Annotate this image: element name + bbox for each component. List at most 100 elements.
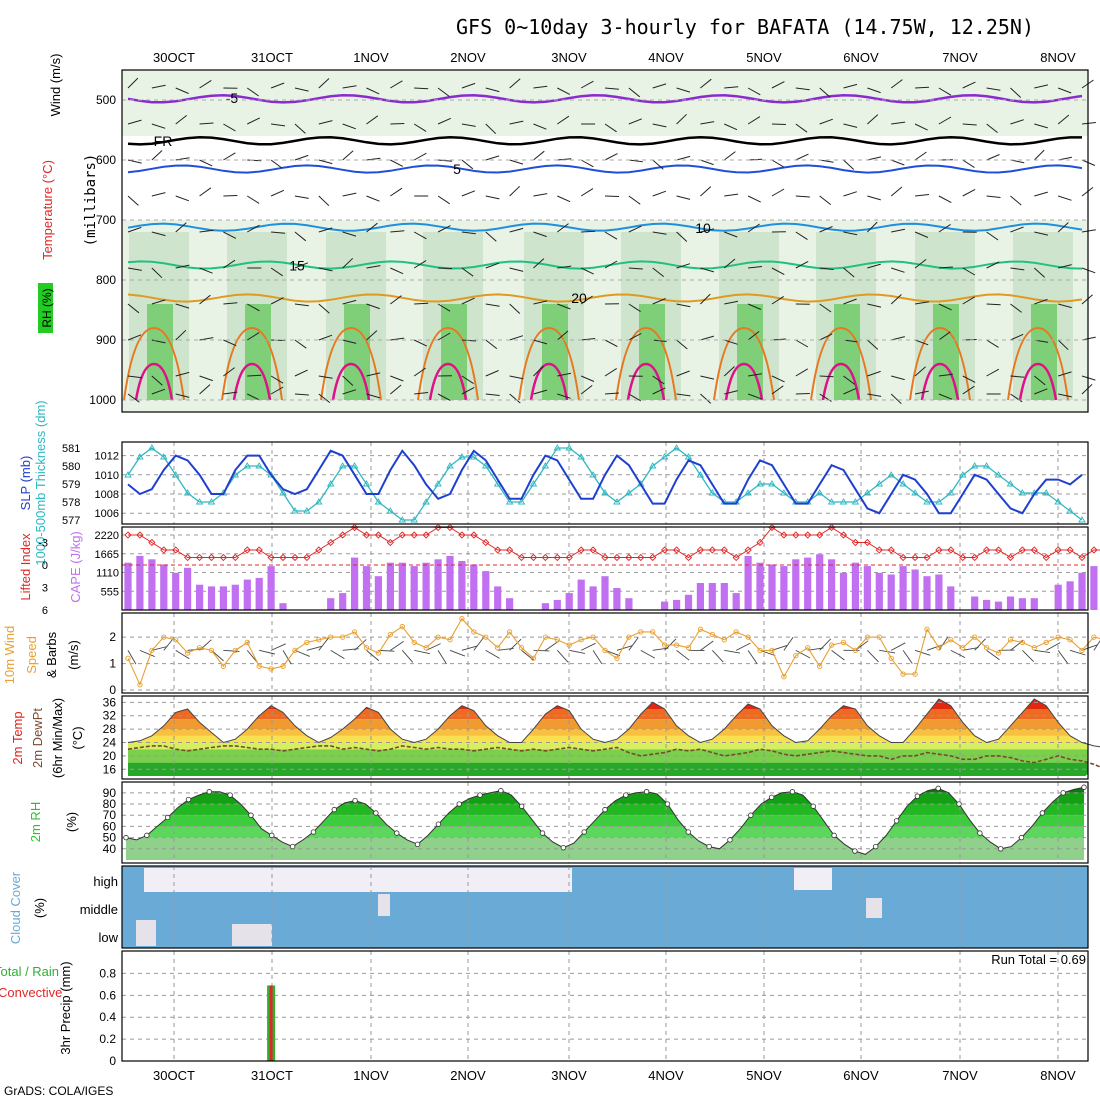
lifted-index-point [1090,546,1098,554]
wind-barb [604,260,618,269]
wind-barb [580,375,595,382]
isotherm-25 [1007,326,1069,401]
wind10-barb [127,650,137,665]
wind-barb [819,195,832,205]
thickness-point [744,489,752,496]
wind-barb [604,123,617,133]
lifted-index-point [780,531,788,539]
isotherm-25 [810,326,872,401]
cape-bar [386,562,394,610]
wind-barb [127,334,142,341]
wind10-point [852,647,859,654]
wind-barb [366,195,380,202]
wind-barb [390,80,403,89]
wind-barb [747,87,761,96]
wind-barb [1057,87,1072,94]
wind-barb [652,123,667,128]
thickness-point [589,471,597,478]
wind-barb [771,267,785,276]
wind-barb [270,297,284,305]
wind-barb [628,303,641,313]
wind-barb [509,335,524,341]
wind10-tick-label: 0 [109,683,116,697]
wind-barb [986,339,999,348]
wind10-point [232,647,238,654]
wind-barb [604,392,620,395]
date-label-bottom: 3NOV [551,1068,587,1083]
rh-color-band [126,815,1084,827]
thickness-point [935,498,943,505]
lifted-index-point [875,546,883,554]
wind10-speed-line [127,617,1100,687]
wind-barb [867,263,881,269]
wind-barb [914,390,929,395]
wind-barb [771,295,784,305]
wind-barb [962,375,976,383]
isotherm-label: FR [154,133,173,149]
dewpt-axis-label: 2m DewPt [30,708,45,768]
precip-tick-label: 0 [109,1054,116,1068]
wind10-point [972,634,978,640]
wind-barb [509,78,521,89]
wind-barb [986,123,998,133]
wind-barb [652,339,667,342]
wind-barb [819,267,834,270]
wind10-point [495,645,501,651]
lifted-index-point [720,546,728,554]
credit-label: GrADS: COLA/IGES [4,1084,113,1098]
cape-bar [1078,572,1086,610]
wind-barb [557,372,572,377]
thickness-point [303,507,311,514]
isotherm-30 [1018,362,1058,401]
wind10-barb [890,642,906,651]
wind10-point [292,647,298,654]
thickness-point [970,462,979,469]
cape-bar [482,571,490,610]
high-cloud-clear [144,868,572,892]
low-cloud-clear [136,920,156,946]
rh-point [706,843,712,850]
thickness-line [127,447,1083,521]
wind10-point [316,637,322,643]
rh-point [414,841,421,848]
wind-barb [843,231,858,236]
temp-tick-label: 20 [103,749,117,763]
wind-barb [962,123,977,126]
thickness-point [768,480,776,487]
cape-bar [494,586,502,610]
wind10-point [1043,639,1049,646]
wind-barb [867,195,881,201]
wind-barb [843,387,857,395]
wind10-barb [521,650,535,661]
wind-barb [938,116,952,125]
rh-point [914,793,921,799]
wind-barb [771,123,786,125]
wind-barb [580,188,594,197]
wind-barb [557,158,572,161]
wind10-barb [914,649,931,656]
wind-barb [891,121,906,125]
lifted-index-point [422,531,430,539]
wind-barb [461,375,474,385]
wind10-barb [151,646,168,651]
lifted-index-point [649,553,657,562]
wind-barb [199,159,213,167]
lifted-index-point [1018,546,1027,554]
rh-point [852,848,858,854]
wind-barb [247,393,261,401]
lifted-index-point [732,553,740,562]
rh-point [331,806,337,813]
lifted-tick-label: 3 [42,583,48,595]
thickness-point [601,489,609,496]
lifted-index-point [947,546,955,554]
cape-bar [351,557,359,610]
slp-tick-label: 1010 [95,470,119,482]
wind-barb [390,295,402,305]
lifted-index-point [613,553,621,562]
rh-panel-frame [121,781,1089,864]
wind-barb [485,155,500,161]
thickness-tick-label: 581 [62,443,80,455]
wind-barb [795,339,809,348]
temp-tick-label: 24 [103,736,117,750]
wind-barb [700,121,715,125]
